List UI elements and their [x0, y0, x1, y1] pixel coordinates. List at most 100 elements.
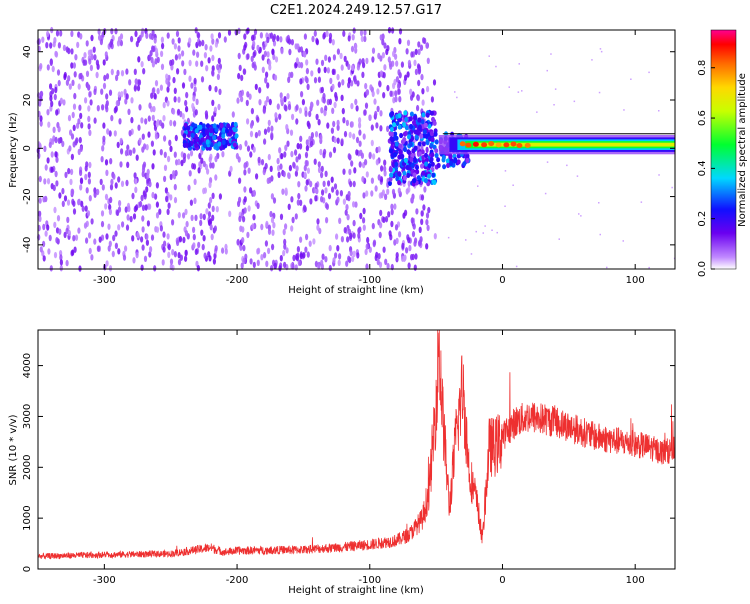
- spectrogram-speckle: [72, 235, 76, 242]
- spectrogram-speckle: [272, 197, 277, 204]
- spectrogram-speckle: [49, 95, 53, 102]
- spectrogram-speckle: [38, 210, 42, 217]
- spectrogram-speckle: [305, 179, 309, 186]
- spectrogram-faint-dot: [517, 91, 520, 93]
- spectrogram-speckle: [347, 63, 351, 70]
- spectrogram-cluster-cell: [421, 112, 426, 118]
- spectrogram-cluster-cell: [389, 148, 394, 154]
- spectrogram-cluster-cell: [399, 132, 404, 139]
- spectrogram-speckle: [223, 36, 227, 43]
- spectrogram-speckle: [87, 84, 91, 91]
- spectrogram-speckle: [405, 188, 409, 195]
- spectrogram-speckle: [115, 100, 119, 107]
- spectrogram-speckle: [38, 100, 42, 107]
- spectrogram-speckle: [291, 113, 295, 121]
- spectrogram-speckle: [276, 157, 280, 165]
- spectrogram-speckle: [199, 213, 203, 220]
- spectrogram-cluster-cell: [446, 162, 450, 168]
- spectrogram-cluster-cell: [432, 120, 437, 126]
- spectrogram-speckle: [263, 50, 267, 57]
- spectrogram-cluster-cell: [404, 125, 409, 131]
- spectrogram-speckle: [340, 64, 344, 71]
- spectrogram-cluster-cell: [232, 126, 237, 133]
- spectrogram-speckle: [65, 46, 69, 53]
- spectrogram-speckle: [124, 98, 128, 105]
- spectrogram-cluster-cell: [398, 116, 402, 123]
- spectrogram-speckle: [295, 253, 299, 261]
- spectrogram-speckle: [408, 244, 412, 252]
- spectrogram-faint-dot: [482, 232, 484, 234]
- spectrogram-speckle: [254, 83, 258, 91]
- spectrogram-speckle: [324, 256, 328, 263]
- spectrogram-speckle: [336, 137, 340, 144]
- spectrogram-speckle: [181, 113, 185, 120]
- spectrogram-speckle: [150, 92, 154, 99]
- spectrogram-speckle: [267, 247, 271, 255]
- spectrogram-speckle: [46, 224, 50, 231]
- spectrogram-cluster-cell: [393, 152, 398, 158]
- spectrogram-band-peak: [481, 142, 488, 148]
- spectrogram-speckle: [217, 32, 222, 39]
- colorbar-tick-label: 0.4: [697, 160, 708, 176]
- spectrogram-cluster-cell: [421, 141, 426, 147]
- spectrogram-speckle: [317, 263, 321, 270]
- spectrogram-cluster-cell: [421, 170, 426, 176]
- spectrogram-cluster-cell: [434, 152, 439, 159]
- spectrogram-speckle: [410, 217, 414, 224]
- spectrogram-speckle: [342, 198, 346, 205]
- spectrogram-speckle: [306, 251, 310, 258]
- spectrogram-speckle: [252, 261, 256, 269]
- spectrogram-cluster-cell: [431, 116, 435, 122]
- spectrogram-speckle: [74, 234, 79, 241]
- spectrogram-speckle: [314, 195, 318, 202]
- spectrogram-speckle: [256, 44, 260, 52]
- spectrogram-speckle: [140, 194, 144, 202]
- spectrogram-speckle: [100, 88, 104, 95]
- spectrogram-speckle: [193, 77, 197, 85]
- spectrogram-cluster-cell: [425, 112, 430, 118]
- spectrogram-speckle: [120, 180, 125, 187]
- spectrogram-band-peak: [503, 142, 510, 148]
- spectrogram-speckle: [308, 110, 312, 118]
- spectrogram-speckle: [379, 209, 383, 217]
- spectrogram-speckle: [264, 77, 268, 84]
- spectrogram-speckle: [306, 167, 310, 174]
- spectrogram-speckle: [366, 236, 370, 244]
- spectrogram-speckle: [105, 233, 109, 240]
- spectrogram-speckle: [145, 233, 149, 240]
- spectrogram-speckle: [229, 165, 233, 173]
- spectrogram-cluster-cell: [205, 139, 210, 145]
- spectrogram-speckle: [110, 114, 114, 122]
- spectrogram-speckle: [240, 262, 244, 269]
- spectrogram-speckle: [53, 206, 57, 214]
- spectrogram-speckle: [346, 236, 350, 243]
- spectrogram-speckle: [297, 61, 301, 68]
- spectrogram-speckle: [152, 149, 156, 156]
- spectrogram-speckle: [192, 163, 197, 170]
- spectrogram-speckle: [55, 30, 60, 37]
- spectrogram-speckle: [117, 248, 121, 255]
- spectrogram-speckle: [243, 169, 247, 176]
- spectrogram-cluster-cell: [424, 152, 428, 158]
- spectrogram-speckle: [359, 212, 363, 220]
- spectrogram-speckle: [372, 239, 377, 246]
- spectrogram-speckle: [155, 201, 159, 208]
- spectrogram-faint-dot: [495, 65, 497, 68]
- spectrogram-speckle: [49, 265, 53, 272]
- spectrogram-speckle: [262, 43, 266, 51]
- spectrogram-speckle: [288, 48, 292, 56]
- spectrogram-speckle: [55, 109, 59, 116]
- spectrogram-cluster-cell: [194, 128, 199, 134]
- spectrogram-speckle: [109, 158, 113, 165]
- spectrogram-speckle: [252, 189, 256, 197]
- spectrogram-faint-dot: [622, 240, 624, 242]
- spectrogram-speckle: [282, 249, 286, 257]
- spectrogram-speckle: [302, 204, 307, 211]
- spectrogram-speckle: [243, 207, 247, 214]
- spectrogram-speckle: [59, 97, 64, 105]
- spectrogram-speckle: [269, 210, 273, 218]
- spectrogram-cluster-cell: [409, 123, 414, 130]
- spectrogram-speckle: [80, 122, 84, 129]
- spectrogram-speckle: [415, 208, 419, 215]
- spectrogram-faint-dot: [598, 91, 601, 94]
